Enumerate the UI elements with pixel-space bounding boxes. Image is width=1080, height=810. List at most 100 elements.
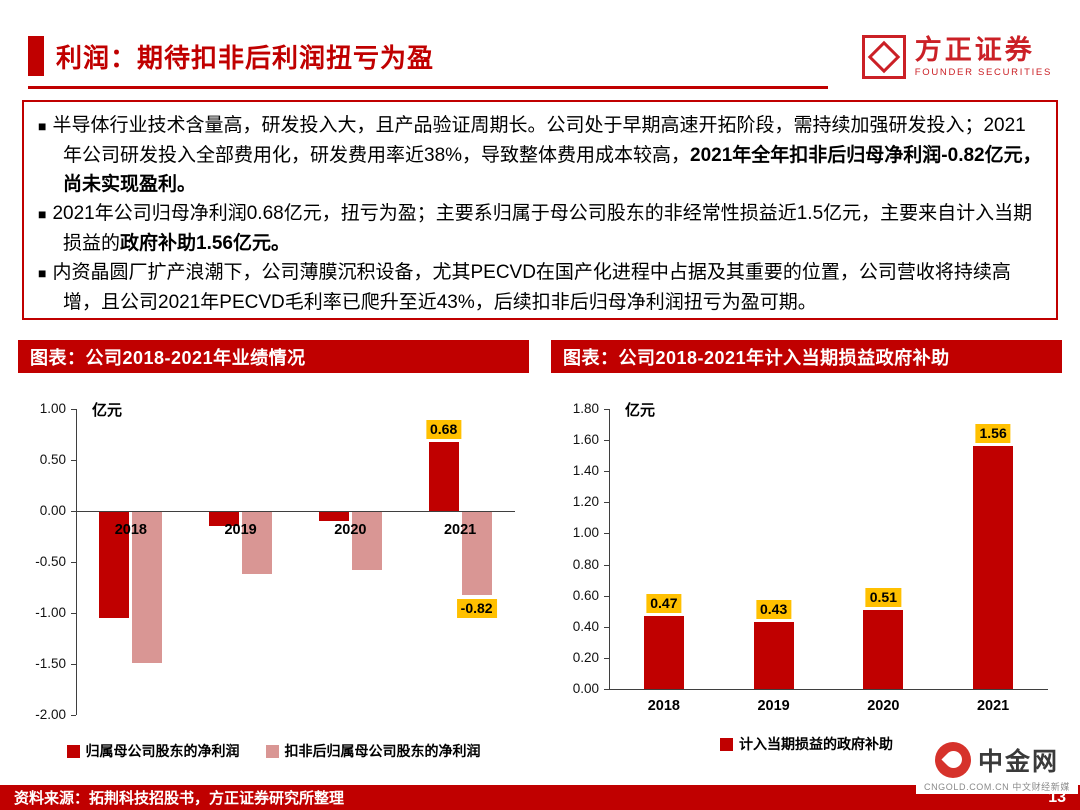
y-tick-label: -1.50: [35, 656, 66, 671]
x-axis-line: [76, 511, 515, 512]
y-axis-line: [609, 409, 610, 689]
bullet-item: ■ 内资晶圆厂扩产浪潮下，公司薄膜沉积设备，尤其PECVD在国产化进程中占据及其重…: [38, 258, 1042, 317]
y-tick-mark: [71, 613, 76, 614]
category-label: 2020: [867, 698, 900, 714]
bar: [242, 511, 273, 575]
bar: [351, 511, 382, 571]
y-tick-mark: [604, 409, 609, 410]
watermark-subtitle: CNGOLD.COM.CN 中文财经新媒: [923, 782, 1070, 792]
category-label: 2018: [647, 698, 680, 714]
charts-section: 图表：公司2018-2021年业绩情况 亿元 1.00 0.50 0.00 -0.50 -…: [18, 340, 1062, 761]
x-axis-line: [609, 689, 1048, 690]
legend-label: 归属母公司股东的净利润: [85, 743, 240, 759]
y-axis-line: [76, 409, 77, 715]
text-segment: 半导体行业技术含量高，研发投入大，且产品验证周期长。公司处于早期高速开拓阶段，需…: [52, 115, 1026, 166]
chart-card-subsidy: 图表：公司2018-2021年计入当期损益政府补助 亿元 1.80 1.60 1.40…: [551, 340, 1062, 761]
legend-swatch: [265, 744, 279, 758]
y-tick-label: 1.00: [39, 401, 66, 416]
bullet-marker: ■: [38, 265, 47, 281]
chart-plot-subsidy: 亿元 1.80 1.60 1.40 1.20 1.00 0.80 0.60 0.40 0.20 0.…: [551, 373, 1062, 731]
watermark-title: 中金网: [977, 748, 1059, 776]
bar: [318, 511, 349, 522]
bar-value-label: 0.51: [865, 587, 901, 607]
y-tick-mark: [71, 664, 76, 665]
bullet-marker: ■: [38, 206, 47, 222]
y-tick-mark: [71, 715, 76, 716]
bar-value-label: 1.56: [975, 424, 1011, 444]
y-tick-label: 0.20: [572, 649, 599, 665]
bar: [753, 622, 794, 689]
cngold-swirl-icon: [941, 747, 966, 772]
chart-plot-performance: 亿元 1.00 0.50 0.00 -0.50 -1.00 -1.50 -2.00 0.68 -0…: [18, 373, 529, 738]
brand-name-cn: 方正证券: [914, 35, 1035, 66]
bar: [643, 615, 684, 689]
text-segment: 内资晶圆厂扩产浪潮下，公司薄膜沉积设备，尤其PECVD在国产化进程中占据及其重要…: [52, 262, 1011, 313]
y-tick-label: 0.50: [39, 452, 66, 467]
y-tick-mark: [604, 657, 609, 659]
category-label: 2021: [976, 698, 1010, 714]
y-tick-mark: [604, 564, 609, 566]
y-tick-mark: [604, 689, 609, 690]
category-label: 2019: [757, 698, 790, 714]
legend-swatch: [66, 744, 80, 758]
legend-item: 计入当期损益的政府补助: [720, 734, 893, 754]
highlights-box: ■ 半导体行业技术含量高，研发投入大，且产品验证周期长。公司处于早期高速开拓阶段，…: [22, 100, 1058, 320]
y-tick-mark: [71, 562, 76, 563]
bar: [209, 511, 240, 527]
category-label: 2019: [224, 522, 257, 538]
bar: [99, 511, 130, 619]
category-label: 2018: [114, 522, 147, 538]
y-tick-label: 0.60: [572, 587, 599, 603]
bullet-item: ■ 2021年公司归母净利润0.68亿元，扭亏为盈；主要系归属于母公司股东的非经常…: [38, 199, 1042, 258]
bar-value-label: 0.68: [426, 419, 462, 439]
legend-item: 扣非后归属母公司股东的净利润: [265, 741, 481, 761]
bullet-marker: ■: [38, 118, 47, 134]
y-tick-label: 1.80: [572, 401, 599, 416]
site-watermark: 中金网 CNGOLD.COM.CN 中文财经新媒: [916, 740, 1078, 794]
y-tick-mark: [71, 511, 76, 512]
chart-title-subsidy: 图表：公司2018-2021年计入当期损益政府补助: [551, 340, 1062, 373]
bar: [132, 511, 163, 663]
text-segment: 政府补助1.56亿元。: [120, 233, 290, 254]
text-segment: 2021年公司归母净利润0.68亿元，扭亏为盈；主要系归属于母公司股东的非经常性…: [52, 203, 1033, 254]
y-tick-mark: [71, 409, 76, 410]
y-tick-label: 0.80: [572, 556, 599, 572]
page-title: 利润：期待扣非后利润扭亏为盈: [56, 43, 435, 73]
bar-value-label: 0.43: [756, 600, 792, 620]
founder-logo-icon: [861, 35, 906, 79]
y-tick-mark: [604, 626, 609, 628]
bullet-item: ■ 半导体行业技术含量高，研发投入大，且产品验证周期长。公司处于早期高速开拓阶段，…: [38, 111, 1042, 199]
category-label: 2020: [334, 522, 367, 538]
title-accent-bar: [28, 36, 44, 76]
cngold-logo-icon: [934, 742, 971, 778]
y-tick-label: 1.40: [572, 463, 599, 479]
y-tick-label: -0.50: [35, 554, 66, 569]
bar: [428, 441, 459, 511]
legend-item: 归属母公司股东的净利润: [66, 741, 240, 761]
chart-card-performance: 图表：公司2018-2021年业绩情况 亿元 1.00 0.50 0.00 -0.50 -…: [18, 340, 529, 761]
bar: [973, 446, 1014, 689]
brand-name-en: FOUNDER SECURITIES: [914, 66, 1052, 78]
y-tick-label: 0.40: [572, 618, 599, 634]
legend-label: 计入当期损益的政府补助: [739, 736, 893, 752]
brand-logo-text: 方正证券 FOUNDER SECURITIES: [914, 35, 1052, 78]
y-tick-mark: [71, 460, 76, 461]
source-note: 资料来源：拓荆科技招股书，方正证券研究所整理: [14, 790, 345, 807]
y-tick-mark: [604, 471, 609, 473]
chart-legend-subsidy: 计入当期损益的政府补助: [551, 734, 1062, 754]
report-header: 利润：期待扣非后利润扭亏为盈 方正证券 FOUNDER SECURITIES: [28, 34, 1052, 94]
chart-legend-performance: 归属母公司股东的净利润 扣非后归属母公司股东的净利润: [18, 741, 529, 761]
legend-swatch: [720, 737, 733, 751]
y-tick-label: 1.20: [572, 494, 599, 510]
y-tick-mark: [604, 595, 609, 597]
y-tick-label: 1.60: [572, 432, 599, 448]
title-underline: [28, 86, 828, 89]
y-tick-mark: [604, 502, 609, 504]
bar: [863, 609, 904, 689]
y-tick-label: 1.00: [572, 525, 599, 541]
axis-unit-label: 亿元: [625, 402, 656, 419]
axis-unit-label: 亿元: [92, 402, 123, 419]
bar: [461, 511, 492, 595]
text-segment: 2021年全年扣非后归母净利润-0.82亿元，尚未实现盈利。: [63, 145, 1042, 195]
brand-logo: 方正证券 FOUNDER SECURITIES: [861, 34, 1052, 80]
